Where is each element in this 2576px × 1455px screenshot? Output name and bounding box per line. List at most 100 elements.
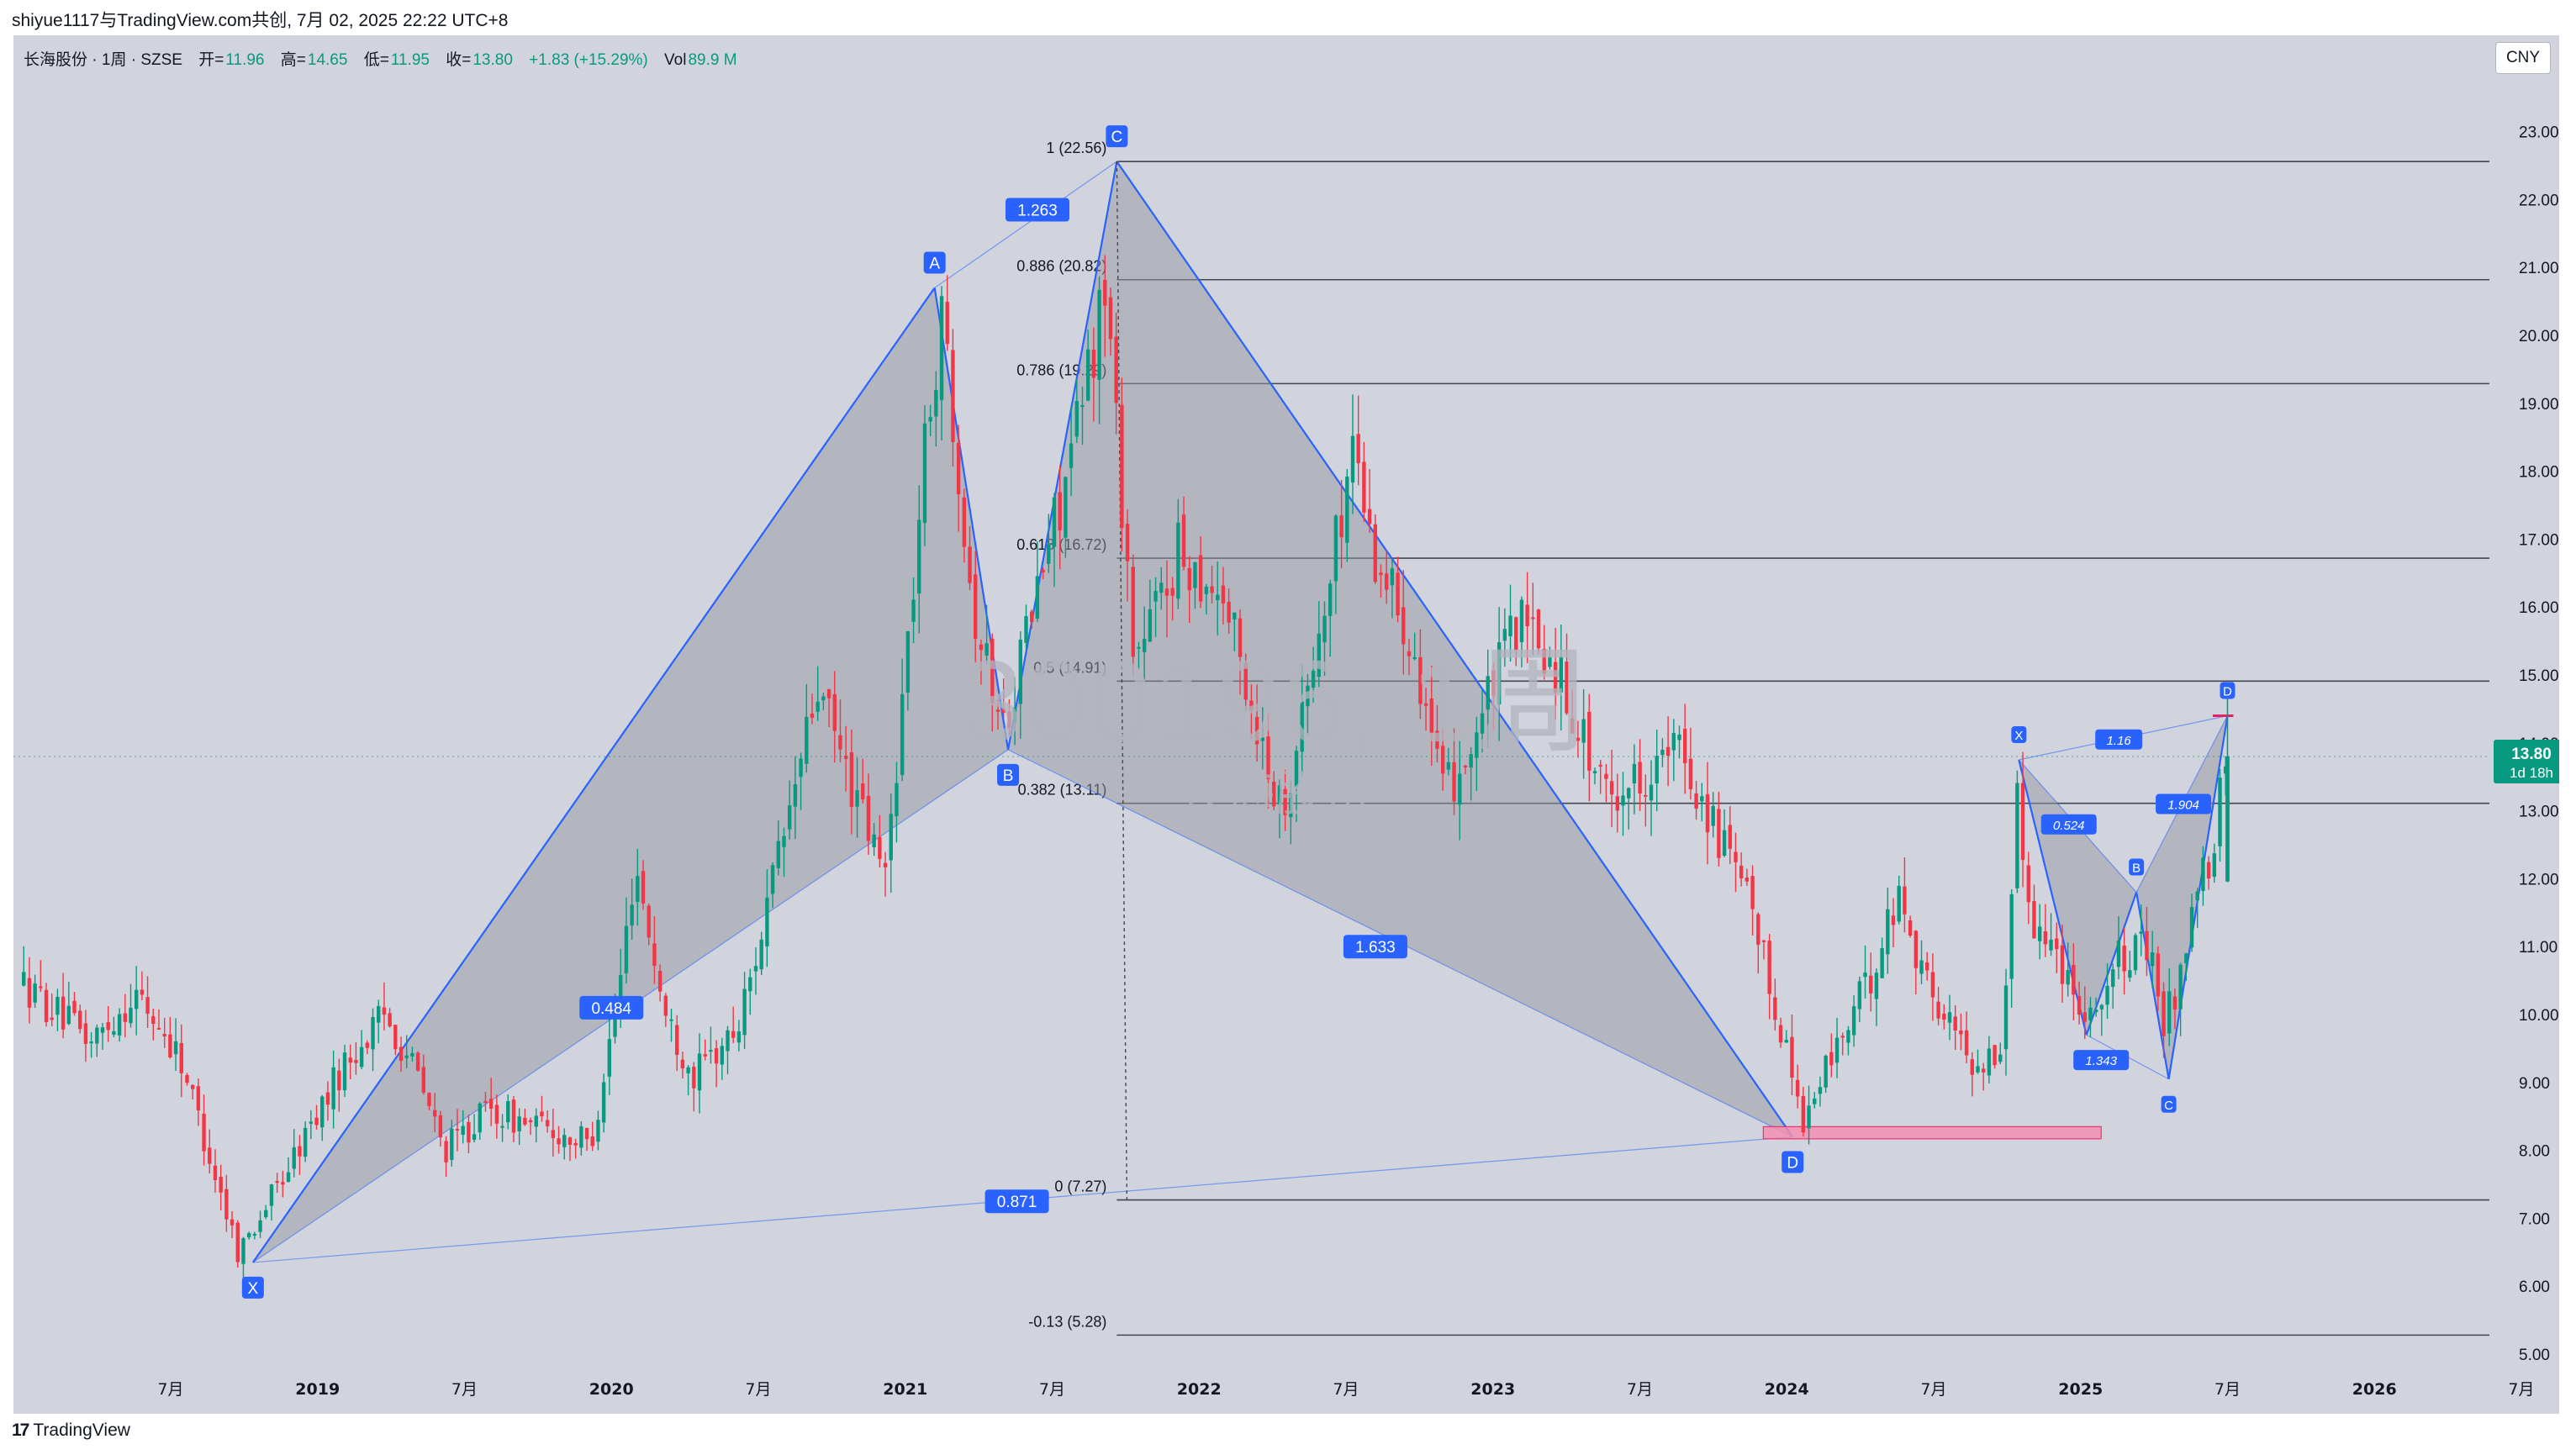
pattern-large-leg	[1116, 161, 1794, 1138]
candle-body	[371, 1017, 375, 1050]
price-tick-label: 16.00	[2519, 599, 2559, 617]
candle-body	[731, 1031, 736, 1038]
pattern-large-fill-xab	[252, 287, 1009, 1263]
price-tick-label: 23.00	[2519, 124, 2559, 142]
candle-body	[1711, 805, 1715, 826]
tradingview-logo[interactable]: 17 TradingView	[12, 1421, 130, 1441]
pattern-large-ratio-label: 1.263	[1017, 203, 1058, 220]
candle-body	[1362, 461, 1366, 513]
candle-body	[889, 814, 893, 861]
candle-body	[50, 1017, 54, 1020]
fib-level-label: -0.13 (5.28)	[1028, 1313, 1106, 1330]
candle-body	[1401, 607, 1406, 645]
candle-body	[1627, 788, 1631, 799]
time-tick-label: 7月	[1627, 1380, 1653, 1399]
candle-body	[1142, 638, 1147, 652]
candle-body	[872, 834, 876, 847]
candle-body	[1475, 732, 1479, 758]
candle-body	[230, 1219, 235, 1226]
candle-body	[467, 1121, 471, 1143]
candle-body	[2162, 991, 2166, 1036]
candle-body	[2178, 964, 2183, 1010]
candle-body	[500, 1126, 504, 1128]
price-axis: 5.00 6.00 7.00 8.00 9.00 10.00 11.00 12.00 13.00…	[2519, 124, 2559, 1364]
candle-body	[455, 1129, 460, 1131]
pattern-small-ratio-label: 1.16	[2107, 734, 2132, 748]
candle-body	[185, 1075, 189, 1083]
candle-body	[1277, 785, 1282, 805]
candle-body	[1824, 1055, 1828, 1088]
candle-body	[1925, 962, 1929, 971]
currency-button[interactable]: CNY	[2495, 42, 2551, 74]
candle-body	[573, 1142, 578, 1146]
candle-body	[1289, 793, 1293, 818]
candle-body	[27, 978, 32, 1008]
price-chart[interactable]: 1 (22.56)0.886 (20.82)0.786 (19.29)0.618…	[13, 35, 2559, 1414]
candle-body	[1210, 586, 1214, 593]
pattern-large-ratio-line	[934, 161, 1117, 288]
candle-body	[663, 995, 668, 1016]
time-tick-label: 2023	[1470, 1380, 1515, 1399]
candle-body	[2184, 953, 2188, 963]
candle-body	[450, 1128, 454, 1160]
candle-body	[1581, 719, 1586, 743]
candle-body	[945, 302, 949, 345]
candle-body	[382, 1007, 387, 1015]
candle-body	[488, 1099, 494, 1109]
candle-body	[1621, 795, 1625, 806]
candle-body	[1198, 555, 1203, 602]
candle-body	[2055, 938, 2059, 950]
candle-body	[979, 644, 984, 651]
candle-body	[1356, 434, 1360, 464]
candle-body	[799, 758, 803, 778]
candle-body	[1739, 865, 1744, 878]
candle-body	[1682, 728, 1687, 764]
candle-body	[354, 1059, 358, 1063]
candle-body	[1998, 1054, 2003, 1062]
candle-body	[2150, 952, 2155, 967]
candle-body	[1024, 616, 1028, 643]
candle-body	[1722, 830, 1727, 857]
candle-body	[2122, 945, 2126, 972]
price-tick-label: 6.00	[2519, 1278, 2550, 1296]
fib-level-label: 1 (22.56)	[1046, 140, 1106, 156]
candle-body	[821, 696, 826, 701]
candle-body	[838, 735, 842, 750]
candle-body	[878, 836, 882, 859]
candle-body	[1964, 1030, 1969, 1056]
candle-body	[2020, 783, 2025, 860]
candle-body	[1085, 349, 1090, 401]
candle-body	[1559, 656, 1564, 693]
candle-body	[2099, 1004, 2104, 1010]
candle-body	[393, 1025, 398, 1050]
candle-body	[320, 1096, 325, 1128]
candle-body	[1407, 651, 1412, 656]
candle-body	[1452, 762, 1456, 802]
candle-body	[1283, 788, 1287, 815]
candle-body	[202, 1114, 206, 1152]
candle-body	[922, 423, 927, 524]
candle-body	[1187, 567, 1191, 591]
candle-body	[95, 1027, 99, 1044]
candle-body	[2212, 853, 2217, 878]
candle-body	[1936, 1001, 1940, 1019]
candle-body	[1091, 350, 1096, 378]
candle-body	[1097, 289, 1101, 380]
candle-body	[1525, 604, 1529, 627]
candle-body	[134, 989, 139, 1010]
candle-body	[1660, 750, 1665, 756]
candle-body	[1756, 914, 1760, 945]
candle-body	[2082, 1012, 2087, 1022]
candle-body	[331, 1067, 335, 1110]
price-tick-label: 12.00	[2519, 871, 2559, 888]
candle-body	[2111, 969, 2115, 987]
candle-body	[1784, 1040, 1788, 1043]
candle-body	[224, 1189, 229, 1220]
candle-body	[2066, 970, 2070, 985]
candle-body	[33, 983, 37, 1003]
candle-body	[2060, 945, 2065, 984]
candle-body	[241, 1238, 245, 1264]
candle-body	[1778, 1025, 1783, 1043]
candle-body	[1486, 676, 1490, 710]
time-tick-label: 2022	[1177, 1380, 1222, 1399]
